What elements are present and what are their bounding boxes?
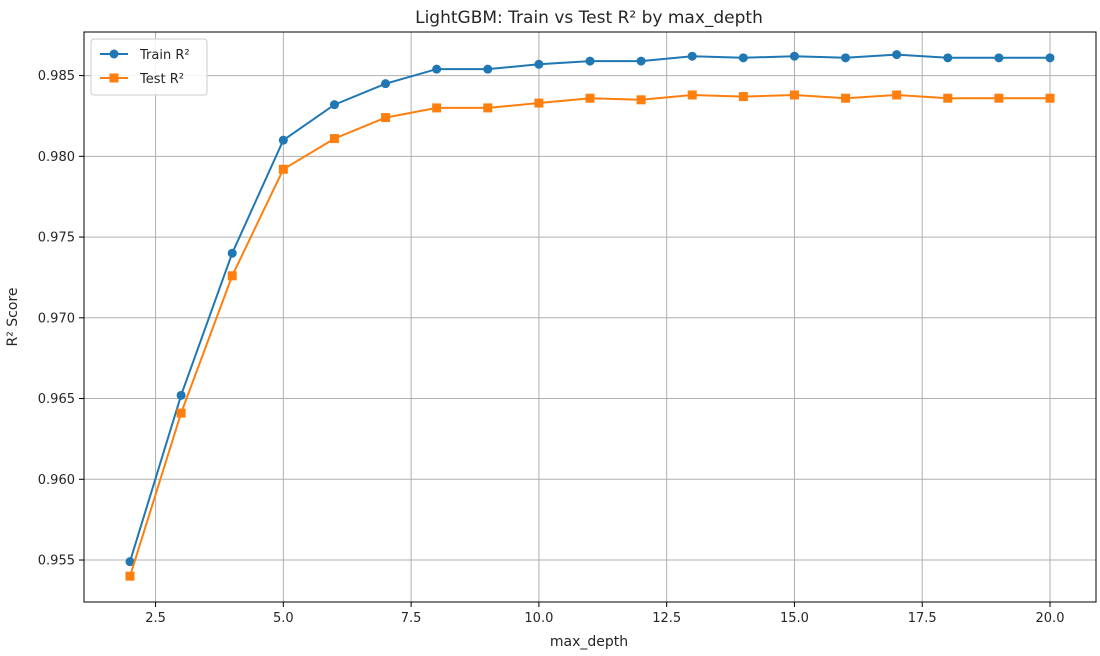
y-tick-label: 0.955: [38, 554, 75, 569]
x-tick-label: 5.0: [273, 611, 294, 626]
test-point: [125, 571, 135, 581]
train-point: [687, 51, 697, 61]
legend-train-label: Train R²: [139, 48, 190, 63]
test-point: [789, 90, 799, 100]
test-point: [381, 113, 391, 123]
legend: Train R² Test R²: [90, 38, 208, 96]
test-point: [432, 103, 442, 113]
train-point: [432, 64, 442, 74]
y-tick-label: 0.975: [38, 231, 75, 246]
y-axis-title: R² Score: [5, 287, 21, 346]
test-point: [483, 103, 493, 113]
test-point: [585, 93, 595, 103]
y-tick-label: 0.970: [38, 311, 75, 326]
test-point: [176, 408, 186, 418]
train-point: [483, 64, 493, 74]
test-point: [278, 164, 288, 174]
test-point: [1045, 93, 1055, 103]
test-point: [892, 90, 902, 100]
x-tick-label: 2.5: [145, 611, 166, 626]
legend-train-marker: [109, 49, 119, 59]
test-point: [227, 271, 237, 281]
test-point: [994, 93, 1004, 103]
legend-test-marker: [109, 73, 119, 83]
train-series-line: [129, 53, 1050, 562]
chart-title: LightGBM: Train vs Test R² by max_depth: [415, 8, 763, 28]
ticks: 2.5 5.0 7.5 10.0 12.5 15.0 17.5 20.0 0.955 0.960 0…: [38, 69, 1065, 626]
test-point: [329, 134, 339, 144]
x-tick-label: 7.5: [401, 611, 422, 626]
train-point: [176, 390, 186, 400]
train-point: [738, 53, 748, 63]
y-tick-label: 0.980: [38, 150, 75, 165]
x-tick-label: 15.0: [780, 611, 809, 626]
x-tick-label: 17.5: [908, 611, 937, 626]
y-tick-label: 0.960: [38, 473, 75, 488]
x-tick-label: 10.0: [524, 611, 553, 626]
train-point: [381, 79, 391, 89]
train-point: [943, 53, 953, 63]
series-layer: [125, 50, 1055, 581]
train-point: [841, 53, 851, 63]
legend-test-label: Test R²: [139, 72, 184, 87]
x-axis-title: max_depth: [550, 634, 628, 650]
train-point: [636, 56, 646, 66]
test-point: [841, 93, 851, 103]
test-point: [687, 90, 697, 100]
train-point: [125, 557, 135, 567]
train-point: [1045, 53, 1055, 63]
test-point: [636, 95, 646, 105]
plot-frame: [83, 31, 1097, 603]
train-point: [278, 135, 288, 145]
train-point: [227, 248, 237, 258]
y-tick-label: 0.985: [38, 69, 75, 84]
x-tick-label: 12.5: [652, 611, 681, 626]
test-point: [534, 98, 544, 108]
train-point: [329, 100, 339, 110]
test-point: [738, 92, 748, 102]
test-point: [943, 93, 953, 103]
y-tick-label: 0.965: [38, 392, 75, 407]
x-tick-label: 20.0: [1036, 611, 1065, 626]
grid: [84, 32, 1096, 602]
train-point: [534, 59, 544, 69]
train-point: [994, 53, 1004, 63]
train-point: [585, 56, 595, 66]
train-point: [789, 51, 799, 61]
test-series-line: [129, 93, 1050, 577]
train-point: [892, 50, 902, 60]
